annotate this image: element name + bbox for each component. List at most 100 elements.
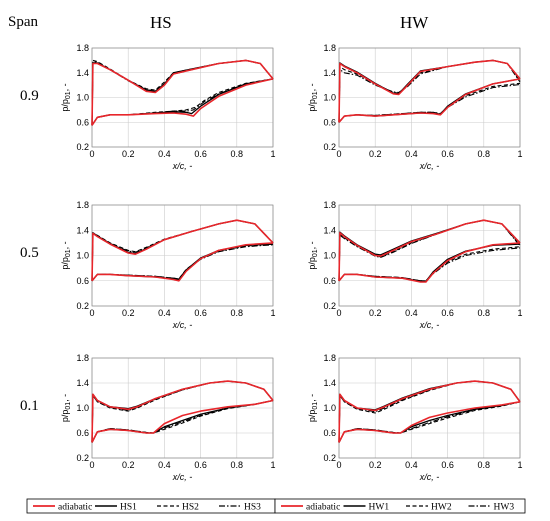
x-tick-label: 0.4 bbox=[405, 308, 418, 318]
series-line-hs2-lower bbox=[91, 399, 274, 443]
series-line-hw3-upper bbox=[338, 219, 521, 281]
y-axis-label-tail: , - bbox=[307, 83, 317, 91]
legend-label-hw3: HW3 bbox=[494, 503, 515, 513]
series-line-adiabatic-lower bbox=[338, 401, 521, 443]
legend-label-hs1: HS1 bbox=[120, 503, 137, 513]
span-label-01: 0.1 bbox=[20, 398, 39, 414]
y-tick-label: 1.0 bbox=[323, 403, 336, 413]
x-tick-label: 0.4 bbox=[158, 308, 171, 318]
y-tick-label: 0.2 bbox=[323, 453, 336, 463]
y-tick-label: 1.8 bbox=[323, 353, 336, 363]
legend-label-hw1: HW1 bbox=[369, 503, 390, 513]
x-tick-label: 0 bbox=[89, 308, 94, 318]
x-axis-label: x/c, - bbox=[419, 472, 440, 482]
x-tick-label: 0.6 bbox=[194, 308, 207, 318]
panel-hw-span-09: 0.20.61.01.41.80 0.2 0.4 0.6 0.8 1x/c, -p/p01… bbox=[307, 43, 523, 171]
panel-hw-span-01: 0.20.61.01.41.80 0.2 0.4 0.6 0.8 1x/c, -p/p01… bbox=[307, 353, 523, 482]
series-line-adiabatic-upper bbox=[338, 219, 521, 281]
series-line-hw3-lower bbox=[338, 83, 521, 123]
x-tick-label: 0 bbox=[336, 308, 341, 318]
y-tick-label: 1.8 bbox=[76, 200, 89, 210]
x-tick-label: 0.2 bbox=[369, 460, 382, 470]
y-axis-label: p/p01, - bbox=[60, 394, 72, 422]
panel-hs-span-01: 0.20.61.01.41.80 0.2 0.4 0.6 0.8 1x/c, -p/p01… bbox=[60, 353, 276, 482]
x-tick-label: 0.6 bbox=[441, 460, 454, 470]
y-axis-label-main: p/p bbox=[307, 257, 317, 270]
series-line-hs3-lower bbox=[91, 399, 274, 443]
x-tick-label: 0.8 bbox=[231, 308, 244, 318]
x-tick-label: 0 bbox=[89, 149, 94, 159]
x-tick-label: 0.2 bbox=[122, 149, 135, 159]
y-tick-label: 1.4 bbox=[76, 225, 89, 235]
y-axis-label-main: p/p bbox=[307, 410, 317, 423]
y-axis-label-sub: 01 bbox=[65, 249, 72, 257]
y-axis-label-tail: , - bbox=[307, 241, 317, 249]
x-tick-label: 0.6 bbox=[441, 149, 454, 159]
y-tick-label: 1.8 bbox=[76, 353, 89, 363]
y-axis-label: p/p01, - bbox=[307, 394, 319, 422]
legend-hs: adiabatic HS1 HS2 HS3 bbox=[26, 498, 276, 514]
y-tick-label: 1.4 bbox=[76, 378, 89, 388]
x-tick-label: 1 bbox=[517, 149, 522, 159]
x-tick-label: 0.4 bbox=[405, 149, 418, 159]
x-tick-label: 0.4 bbox=[158, 149, 171, 159]
x-tick-label: 0.8 bbox=[478, 308, 491, 318]
y-tick-label: 1.4 bbox=[76, 68, 89, 78]
series-line-hw3-lower bbox=[338, 247, 521, 282]
series-line-hs1-lower bbox=[91, 399, 274, 443]
column-title-hw: HW bbox=[400, 13, 429, 32]
x-tick-label: 1 bbox=[270, 149, 275, 159]
series-line-adiabatic-upper bbox=[91, 59, 274, 126]
y-tick-label: 1.0 bbox=[323, 251, 336, 261]
x-tick-label: 1 bbox=[517, 460, 522, 470]
x-tick-label: 0 bbox=[336, 460, 341, 470]
y-tick-label: 0.2 bbox=[76, 301, 89, 311]
y-tick-label: 0.6 bbox=[323, 428, 336, 438]
series-line-adiabatic-lower bbox=[91, 399, 274, 443]
series-line-hs2-upper bbox=[91, 219, 274, 281]
x-axis-label: x/c, - bbox=[172, 320, 193, 330]
x-axis-label: x/c, - bbox=[172, 472, 193, 482]
y-tick-label: 1.0 bbox=[76, 93, 89, 103]
x-tick-label: 1 bbox=[270, 460, 275, 470]
x-tick-label: 0.4 bbox=[405, 460, 418, 470]
span-label-09: 0.9 bbox=[20, 88, 39, 104]
x-axis-label: x/c, - bbox=[172, 161, 193, 171]
y-tick-label: 0.2 bbox=[76, 142, 89, 152]
y-tick-label: 0.2 bbox=[323, 301, 336, 311]
x-tick-label: 0.6 bbox=[194, 149, 207, 159]
x-tick-label: 0.8 bbox=[478, 460, 491, 470]
series-line-adiabatic-lower bbox=[338, 78, 521, 123]
y-axis-label-tail: , - bbox=[60, 83, 70, 91]
legend-label-hs3: HS3 bbox=[244, 503, 261, 513]
y-axis-label-sub: 01 bbox=[312, 402, 319, 410]
span-header: Span bbox=[8, 14, 38, 30]
x-tick-label: 0.2 bbox=[369, 149, 382, 159]
series-line-adiabatic-upper bbox=[91, 219, 274, 281]
y-axis-label: p/p01, - bbox=[60, 241, 72, 269]
x-tick-label: 0 bbox=[89, 460, 94, 470]
y-tick-label: 1.4 bbox=[323, 225, 336, 235]
x-tick-label: 0.4 bbox=[158, 460, 171, 470]
y-tick-label: 0.6 bbox=[323, 276, 336, 286]
y-tick-label: 1.8 bbox=[76, 43, 89, 53]
x-tick-label: 0.8 bbox=[478, 149, 491, 159]
y-axis-label-main: p/p bbox=[60, 410, 70, 423]
x-tick-label: 0.6 bbox=[194, 460, 207, 470]
legend-label-adiabatic: adiabatic bbox=[306, 503, 340, 513]
y-axis-label: p/p01, - bbox=[60, 83, 72, 111]
y-tick-label: 0.2 bbox=[323, 142, 336, 152]
x-tick-label: 0 bbox=[336, 149, 341, 159]
y-axis-label-tail: , - bbox=[60, 241, 70, 249]
y-axis-label-main: p/p bbox=[60, 257, 70, 270]
y-axis-label-main: p/p bbox=[60, 99, 70, 112]
y-tick-label: 0.6 bbox=[76, 117, 89, 127]
x-tick-label: 0.2 bbox=[369, 308, 382, 318]
panel-hs-span-05: 0.20.61.01.41.80 0.2 0.4 0.6 0.8 1x/c, -p/p01… bbox=[60, 200, 276, 330]
column-title-hs: HS bbox=[150, 13, 172, 32]
x-tick-label: 0.2 bbox=[122, 460, 135, 470]
series-line-hs3-lower bbox=[91, 244, 274, 282]
series-line-hs3-upper bbox=[91, 219, 274, 281]
y-tick-label: 1.0 bbox=[76, 251, 89, 261]
